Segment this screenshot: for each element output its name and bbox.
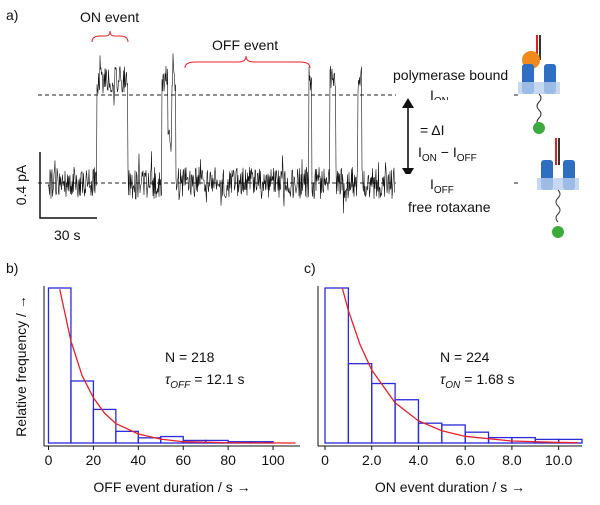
diff-minus: − I [437,144,457,160]
diff-a-sub: ON [422,153,437,164]
x-tick-label: 40 [131,452,147,468]
x-tick-label: 80 [220,452,236,468]
i-on-main: I [430,87,434,103]
x-tick-label: 60 [175,452,191,468]
arrow-heads [402,98,414,178]
x-tick-label: 8.0 [502,452,522,468]
i-off-label: IOFF [430,176,454,196]
x-tick-label: 0 [45,452,53,468]
delta-label: = ΔI [420,122,445,138]
histogram-bin [47,287,72,444]
off-event-label: OFF event [212,37,278,53]
on-event-label: ON event [80,9,139,25]
y-axis-label: Relative frequency / → [13,295,29,437]
n-label: N = 224 [440,349,490,365]
panel-label: c) [304,260,316,276]
fit-curve [341,287,578,444]
on-brace [91,30,129,43]
i-off-sub: OFF [434,185,454,196]
tau-sub: OFF [170,380,191,391]
histogram-bin [92,408,117,444]
tau-label: τOFF = 12.1 s [165,371,244,391]
histogram-bin [371,382,396,444]
n-label: N = 218 [165,349,215,365]
x-axis-label: OFF event duration / s → [93,479,250,495]
difference-label: ION − IOFF [418,144,477,164]
scale-current: 0.4 pA [13,164,29,205]
free-rotaxane-label: free rotaxane [408,199,491,215]
tau-label: τON = 1.68 s [440,371,514,391]
x-tick-label: 100 [261,452,285,468]
x-axis-label: ON event duration / s → [375,479,525,495]
tau-rest: = 12.1 s [194,371,244,387]
tau-symbol: τ [165,371,171,387]
tau-sub: ON [445,380,461,391]
x-tick-label: 2.0 [362,452,382,468]
off-brace [184,55,311,69]
fit-curve [59,289,296,444]
diff-a: I [418,144,422,160]
tau-symbol: τ [440,371,446,387]
histogram-bin [324,287,350,444]
scale-time: 30 s [54,227,80,243]
i-off-main: I [430,176,434,192]
label-bg [386,66,514,84]
x-tick-label: 4.0 [409,452,429,468]
x-tick-label: 20 [86,452,102,468]
histogram-bin [347,363,373,444]
free-icon [537,138,579,238]
x-tick-label: 0 [321,452,329,468]
label-bg [396,86,514,104]
current-trace [47,53,395,214]
panel-label: a) [6,7,18,23]
polymerase-bound-label: polymerase bound [393,67,508,83]
panel-label: b) [6,260,18,276]
label-bg [396,100,506,180]
diff-b-sub: OFF [457,153,477,164]
tau-rest: = 1.68 s [464,371,514,387]
x-tick-label: 6.0 [455,452,475,468]
scale-bar [39,152,97,219]
label-bg [396,174,514,218]
bound-icon [518,35,560,134]
x-tick-label: 10.0 [545,452,572,468]
